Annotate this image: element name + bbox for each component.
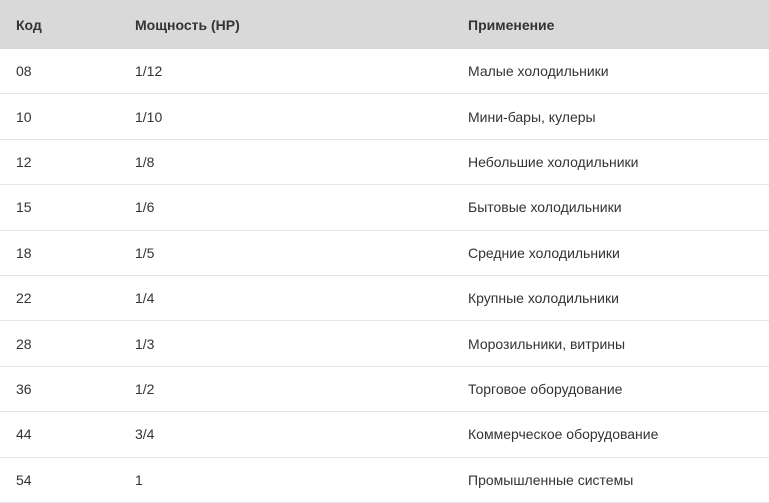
cell-code: 10 [0, 93, 119, 140]
cell-power: 1/5 [119, 230, 452, 276]
cell-code: 28 [0, 320, 119, 367]
table-row: 15 1/6 Бытовые холодильники [0, 184, 769, 231]
cell-application: Промышленные системы [452, 457, 769, 503]
cell-power: 1/6 [119, 184, 452, 231]
cell-application: Торговое оборудование [452, 366, 769, 413]
cell-code: 36 [0, 366, 119, 413]
cell-power: 1/3 [119, 320, 452, 367]
cell-power: 1 [119, 457, 452, 503]
table-row: 44 3/4 Коммерческое оборудование [0, 411, 769, 458]
table-row: 28 1/3 Морозильники, витрины [0, 320, 769, 367]
cell-code: 54 [0, 457, 119, 503]
cell-code: 08 [0, 49, 119, 95]
cell-power: 1/2 [119, 366, 452, 413]
cell-application: Бытовые холодильники [452, 184, 769, 231]
table-row: 12 1/8 Небольшие холодильники [0, 139, 769, 186]
cell-application: Крупные холодильники [452, 275, 769, 322]
cell-application: Мини-бары, кулеры [452, 93, 769, 140]
cell-application: Коммерческое оборудование [452, 411, 769, 458]
table-row: 08 1/12 Малые холодильники [0, 49, 769, 95]
cell-code: 22 [0, 275, 119, 322]
cell-code: 12 [0, 139, 119, 186]
cell-application: Морозильники, витрины [452, 320, 769, 367]
cell-power: 1/12 [119, 49, 452, 95]
table-row: 36 1/2 Торговое оборудование [0, 366, 769, 413]
cell-power: 1/4 [119, 275, 452, 322]
cell-code: 15 [0, 184, 119, 231]
table-row: 10 1/10 Мини-бары, кулеры [0, 93, 769, 140]
table-row: 22 1/4 Крупные холодильники [0, 275, 769, 322]
header-code: Код [0, 0, 119, 49]
table-row: 18 1/5 Средние холодильники [0, 230, 769, 276]
cell-code: 18 [0, 230, 119, 276]
header-row: Код Мощность (HP) Применение [0, 0, 769, 49]
header-application: Применение [452, 0, 769, 49]
header-power: Мощность (HP) [119, 0, 452, 49]
cell-application: Небольшие холодильники [452, 139, 769, 186]
cell-power: 1/8 [119, 139, 452, 186]
cell-application: Малые холодильники [452, 49, 769, 95]
cell-code: 44 [0, 411, 119, 458]
cell-power: 3/4 [119, 411, 452, 458]
cell-power: 1/10 [119, 93, 452, 140]
cell-application: Средние холодильники [452, 230, 769, 276]
table-row: 54 1 Промышленные системы [0, 457, 769, 503]
